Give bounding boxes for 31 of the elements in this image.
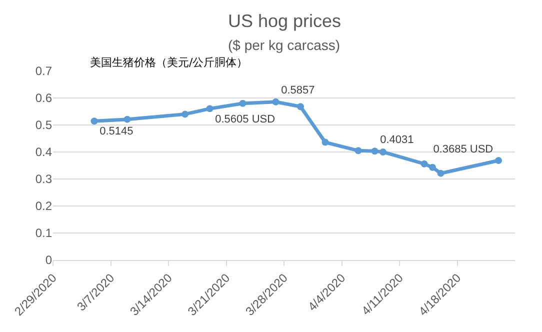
point <box>182 110 188 118</box>
text: 美国生猪价格（美元/公斤胴体） <box>90 56 248 69</box>
y-tick-label: 0.1 <box>35 226 52 240</box>
point <box>437 170 444 177</box>
data-label: 0.5605 USD <box>215 113 276 126</box>
point <box>371 148 378 155</box>
point <box>90 118 98 125</box>
data-label: 0.4031 <box>380 134 414 146</box>
data-label: 0.3685 USD <box>433 143 494 156</box>
y-tick-label: 0.7 <box>35 64 52 78</box>
chart-title: US hog prices <box>228 11 342 31</box>
point <box>297 103 304 110</box>
point <box>380 148 386 156</box>
data-label: 0.5857 <box>281 84 315 97</box>
point <box>124 116 131 123</box>
point <box>272 98 280 106</box>
point <box>322 138 329 146</box>
point <box>495 157 502 164</box>
point <box>239 100 246 107</box>
y-tick-label: 0.3 <box>35 172 52 186</box>
y-tick-label: 0 <box>45 253 52 268</box>
y-tick-label: 0.2 <box>35 199 52 214</box>
chart-subtitle: ($ per kg carcass) <box>228 37 340 53</box>
y-tick-label: 0.6 <box>35 91 52 106</box>
y-tick-label: 0.4 <box>35 145 52 160</box>
y-tick-label: 0.5 <box>35 118 52 132</box>
point <box>429 164 436 171</box>
point <box>354 147 362 154</box>
point <box>420 160 428 168</box>
data-label: 0.5145 <box>100 126 134 138</box>
point <box>206 105 214 112</box>
